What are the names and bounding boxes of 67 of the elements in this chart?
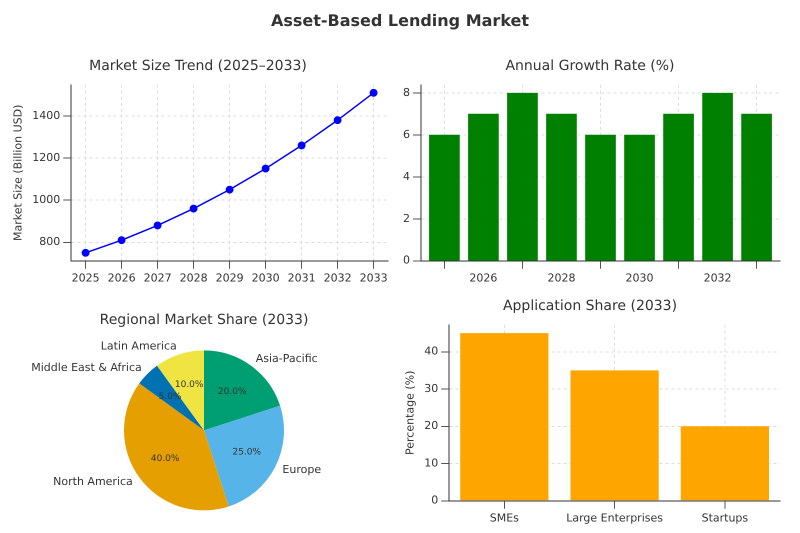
point xyxy=(298,141,306,150)
y-tick-label: 1000 xyxy=(32,193,60,206)
chart-title: Regional Market Share (2033) xyxy=(100,312,308,328)
point xyxy=(154,221,162,230)
x-tick-label: 2033 xyxy=(360,271,388,284)
x-tick-label: 2029 xyxy=(216,271,244,284)
y-tick-label: 0 xyxy=(431,494,438,507)
point xyxy=(226,186,234,194)
y-axis-title: Percentage (%) xyxy=(403,370,416,456)
data-label: 25.0% xyxy=(232,448,262,458)
chart-title: Application Share (2033) xyxy=(502,298,678,314)
y-tick-label: 1200 xyxy=(32,150,60,164)
chart-title: Market Size Trend (2025–2033) xyxy=(89,58,307,74)
y-axis-title: Market Size (Billion USD) xyxy=(11,104,24,242)
x-tick-label: Startups xyxy=(702,511,748,524)
bar xyxy=(429,134,460,261)
bar xyxy=(680,426,769,500)
x-tick-label: 2027 xyxy=(144,271,172,284)
y-tick-label: 8 xyxy=(403,86,410,100)
x-tick-label: 2030 xyxy=(626,271,654,284)
bar xyxy=(741,114,772,261)
bar xyxy=(546,114,577,261)
x-tick-label: 2032 xyxy=(704,271,732,284)
point xyxy=(370,88,378,97)
point xyxy=(190,204,198,213)
chart-title: Annual Growth Rate (%) xyxy=(505,58,675,74)
bar xyxy=(460,333,548,500)
y-tick-label: 2 xyxy=(403,212,410,225)
y-tick-label: 10 xyxy=(424,456,438,470)
slice-label: Middle East & Africa xyxy=(31,361,142,374)
slice-label: Latin America xyxy=(100,340,177,353)
data-label: 20.0% xyxy=(218,386,247,397)
x-tick-label: 2025 xyxy=(72,271,100,284)
x-tick-label: Large Enterprises xyxy=(566,511,664,524)
data-label: 40.0% xyxy=(150,454,180,464)
slice-label: Europe xyxy=(282,463,322,476)
y-tick-label: 20 xyxy=(424,419,438,432)
y-tick-label: 6 xyxy=(403,128,410,141)
y-tick-label: 4 xyxy=(403,170,410,183)
data-label: 10.0% xyxy=(174,380,204,390)
text: Asset-Based Lending Market xyxy=(270,10,530,32)
x-tick-label: 2030 xyxy=(252,271,280,284)
bar xyxy=(585,134,616,261)
bar xyxy=(570,370,659,500)
x-tick-label: 2031 xyxy=(288,271,316,284)
x-tick-label: 2026 xyxy=(108,271,136,284)
point xyxy=(82,248,90,257)
bar xyxy=(702,92,733,261)
bar xyxy=(663,114,694,261)
point xyxy=(118,236,126,244)
x-tick-label: 2026 xyxy=(469,271,498,284)
bar xyxy=(507,92,538,261)
point xyxy=(262,164,270,173)
x-tick-label: 2032 xyxy=(324,271,352,284)
y-tick-label: 0 xyxy=(403,254,410,267)
x-tick-label: 2028 xyxy=(180,271,208,284)
x-tick-label: SMEs xyxy=(490,511,520,524)
bar xyxy=(468,114,499,261)
bar xyxy=(624,134,655,261)
slice-label: North America xyxy=(53,474,133,488)
y-tick-label: 800 xyxy=(39,235,60,248)
y-tick-label: 40 xyxy=(424,344,438,358)
y-tick-label: 30 xyxy=(424,382,438,395)
x-tick-label: 2028 xyxy=(547,271,576,284)
slice-label: Asia-Pacific xyxy=(256,352,318,366)
y-tick-label: 1400 xyxy=(32,108,60,122)
point xyxy=(334,116,342,124)
